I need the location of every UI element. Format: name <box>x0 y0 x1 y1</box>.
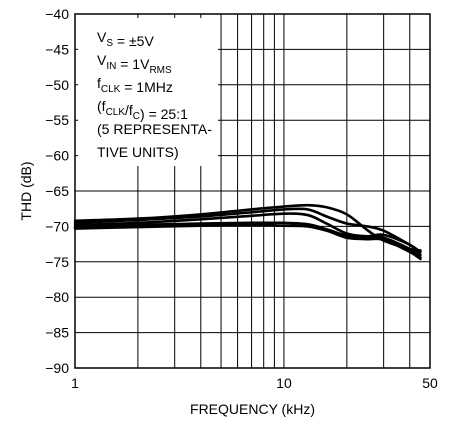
plot-frame <box>74 13 431 369</box>
x-tick-label: 10 <box>276 375 292 391</box>
series-line-2 <box>73 207 422 254</box>
annotation-background <box>78 18 218 166</box>
y-tick-label: −45 <box>45 41 69 57</box>
y-tick-label: −80 <box>45 289 69 305</box>
y-tick-label: −50 <box>45 77 69 93</box>
y-tick-label: −65 <box>45 183 69 199</box>
y-tick-label: −55 <box>45 112 69 128</box>
grid <box>75 14 430 368</box>
annotation-line-units2: TIVE UNITS) <box>97 144 179 160</box>
series-line-5 <box>73 223 422 261</box>
y-tick-label: −75 <box>45 254 69 270</box>
y-tick-label: −90 <box>45 360 69 376</box>
series-line-4 <box>73 221 422 259</box>
annotation-line-units1: (5 REPRESENTA- <box>97 121 212 137</box>
annotation-line-vs: VS = ±5V <box>97 29 154 49</box>
y-axis-title: THD (dB) <box>18 161 34 220</box>
y-tick-label: −85 <box>45 325 69 341</box>
x-tick-labels: 1 10 50 <box>71 375 438 391</box>
series-line-3 <box>73 212 422 257</box>
x-axis-title: FREQUENCY (kHz) <box>190 401 315 417</box>
y-tick-label: −40 <box>45 6 69 22</box>
y-tick-label: −70 <box>45 218 69 234</box>
series-layer <box>73 203 422 261</box>
annotation-line-vin: VIN = 1VRMS <box>97 52 172 76</box>
y-tick-label: −60 <box>45 148 69 164</box>
y-tick-labels: −40 −45 −50 −55 −60 −65 −70 −75 −80 −85 −90 <box>45 6 69 376</box>
annotation-line-ratio: (fCLK/fC) = 25:1 <box>97 98 188 122</box>
annotation-line-fclk: fCLK = 1MHz <box>97 75 173 95</box>
x-tick-label: 50 <box>422 375 438 391</box>
x-tick-label: 1 <box>71 375 79 391</box>
